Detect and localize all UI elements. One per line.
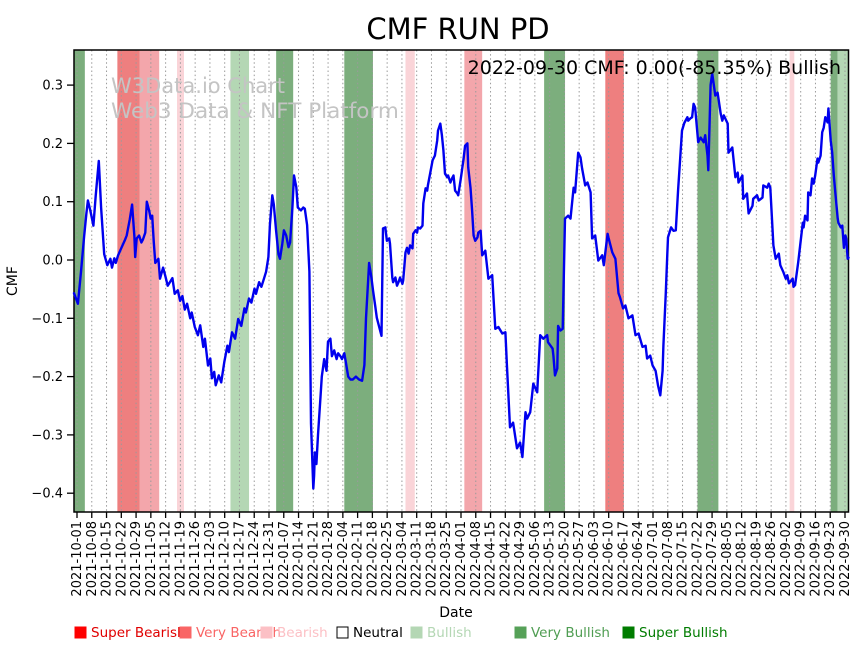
x-tick-label: 2021-12-17 — [232, 521, 247, 597]
x-tick-label: 2021-11-05 — [144, 521, 159, 597]
zone-band-very-bullish — [544, 50, 566, 512]
x-tick-label: 2022-06-03 — [587, 521, 602, 597]
x-tick-label: 2022-04-29 — [513, 521, 528, 597]
x-tick-label: 2022-09-30 — [838, 521, 853, 597]
watermark-line1: W3Data.io Chart — [111, 74, 285, 98]
zone-band-bullish — [837, 50, 849, 512]
zone-band-very-bullish — [830, 50, 838, 512]
x-tick-label: 2021-10-22 — [114, 521, 129, 597]
zone-band-bearish — [464, 50, 483, 512]
legend-label-bullish: Bullish — [427, 625, 472, 641]
x-tick-label: 2022-01-28 — [321, 521, 336, 597]
x-tick-label: 2021-11-26 — [188, 521, 203, 597]
x-tick-label: 2022-08-12 — [735, 521, 750, 597]
y-tick-label: 0.2 — [42, 137, 63, 152]
x-tick-label: 2021-12-31 — [262, 521, 277, 597]
y-tick-label: 0.3 — [42, 79, 63, 94]
legend-swatch-super-bullish — [622, 626, 635, 639]
x-tick-label: 2022-07-01 — [646, 521, 661, 597]
x-tick-label: 2022-08-19 — [749, 521, 764, 597]
zone-band-very-bearish — [117, 50, 140, 512]
x-tick-label: 2022-04-15 — [484, 521, 499, 597]
x-tick-label: 2021-10-08 — [85, 521, 100, 597]
y-tick-label: 0.1 — [42, 195, 63, 210]
x-tick-label: 2022-03-18 — [424, 521, 439, 597]
x-tick-label: 2022-06-24 — [631, 521, 646, 597]
y-tick-label: −0.4 — [31, 487, 63, 502]
x-tick-label: 2022-03-04 — [395, 521, 410, 597]
x-tick-label: 2022-02-18 — [365, 521, 380, 597]
x-tick-label: 2022-04-08 — [469, 521, 484, 597]
legend-swatch-bullish — [410, 626, 423, 639]
x-tick-label: 2022-01-07 — [277, 521, 292, 597]
watermark-line2: Web3 Data & NFT Platform — [111, 99, 399, 124]
zone-band-very-bearish — [605, 50, 624, 512]
x-tick-label: 2021-12-24 — [247, 521, 262, 597]
cmf-line — [72, 72, 850, 490]
chart-annotation: 2022-09-30 CMF: 0.00(-85.35%) Bullish — [468, 57, 841, 79]
x-tick-label: 2022-09-02 — [779, 521, 794, 597]
x-tick-label: 2022-03-11 — [410, 521, 425, 597]
x-tick-label: 2022-07-08 — [661, 521, 676, 597]
legend-swatch-neutral — [336, 626, 349, 639]
legend-swatch-super-bearish — [74, 626, 87, 639]
x-tick-label: 2022-09-16 — [808, 521, 823, 597]
x-tick-label: 2022-02-04 — [336, 521, 351, 597]
x-tick-label: 2022-09-23 — [823, 521, 838, 597]
x-tick-label: 2021-11-19 — [173, 521, 188, 597]
x-tick-label: 2022-05-06 — [528, 521, 543, 597]
x-tick-label: 2021-10-15 — [100, 521, 115, 597]
x-tick-label: 2022-05-20 — [557, 521, 572, 597]
x-tick-label: 2022-08-26 — [764, 521, 779, 597]
x-tick-label: 2022-01-14 — [292, 521, 307, 597]
y-tick-label: −0.2 — [31, 370, 63, 385]
zone-band-bearish-light — [405, 50, 415, 512]
x-tick-label: 2022-05-27 — [572, 521, 587, 597]
zone-band-very-bullish — [697, 50, 719, 512]
x-tick-label: 2022-07-22 — [690, 521, 705, 597]
y-tick-label: 0.0 — [42, 254, 63, 269]
legend-label-super-bullish: Super Bullish — [639, 625, 728, 641]
legend-label-bearish: Bearish — [277, 625, 328, 641]
legend-label-neutral: Neutral — [353, 625, 403, 641]
x-tick-label: 2022-06-17 — [616, 521, 631, 597]
zone-band-bearish — [139, 50, 160, 512]
grid-layer — [76, 50, 846, 512]
x-tick-label: 2021-11-12 — [159, 521, 174, 597]
x-tick-label: 2022-04-22 — [498, 521, 513, 597]
x-tick-label: 2022-07-15 — [676, 521, 691, 597]
x-axis-label: Date — [439, 605, 472, 621]
x-tick-label: 2022-02-25 — [380, 521, 395, 597]
cmf-line-layer — [72, 72, 850, 490]
legend-label-very-bullish: Very Bullish — [531, 625, 610, 641]
legend-swatch-very-bearish — [179, 626, 192, 639]
x-tick-label: 2021-12-10 — [218, 521, 233, 597]
x-tick-label: 2022-07-29 — [705, 521, 720, 597]
x-tick-label: 2021-12-03 — [203, 521, 218, 597]
x-tick-label: 2022-08-05 — [720, 521, 735, 597]
y-tick-label: −0.1 — [31, 312, 63, 327]
chart-title: CMF RUN PD — [366, 12, 549, 46]
x-tick-label: 2021-10-29 — [129, 521, 144, 597]
legend-label-super-bearish: Super Bearish — [91, 625, 186, 641]
y-tick-label: −0.3 — [31, 428, 63, 443]
legend-swatch-very-bullish — [514, 626, 527, 639]
x-tick-label: 2022-01-21 — [306, 521, 321, 597]
legend-swatch-bearish — [260, 626, 273, 639]
x-tick-label: 2022-03-25 — [439, 521, 454, 597]
x-tick-label: 2022-05-13 — [543, 521, 558, 597]
x-tick-label: 2022-02-11 — [351, 521, 366, 597]
x-tick-label: 2022-04-01 — [454, 521, 469, 597]
legend-label-very-bearish: Very Bearish — [196, 625, 281, 641]
x-tick-label: 2021-10-01 — [70, 521, 85, 597]
zone-band-very-bullish — [276, 50, 294, 512]
y-axis-label: CMF — [5, 266, 21, 296]
x-tick-label: 2022-09-09 — [794, 521, 809, 597]
x-tick-label: 2022-06-10 — [602, 521, 617, 597]
